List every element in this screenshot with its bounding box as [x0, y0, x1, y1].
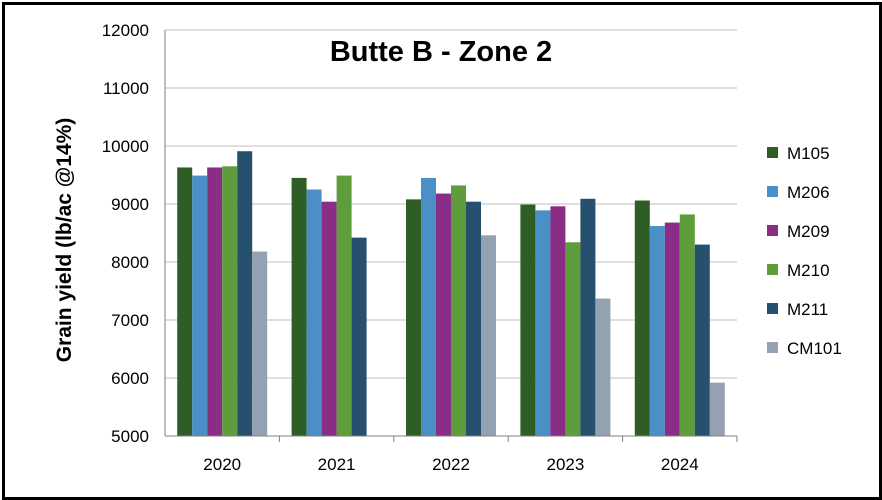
legend-swatch-m105: [767, 147, 778, 158]
y-axis-ticks: 5000 6000 7000 8000 9000 10000 11000 12000: [102, 21, 149, 446]
y-axis-label: Grain yield (lb/ac @14%): [53, 118, 76, 363]
x-tick-label: 2021: [318, 455, 356, 474]
bar-m105-2022: [406, 199, 421, 436]
y-tick-label: 6000: [111, 369, 149, 388]
y-tick-label: 12000: [102, 21, 149, 40]
legend-swatch-m211: [767, 303, 778, 314]
y-tick-label: 7000: [111, 311, 149, 330]
bar-chart: 5000 6000 7000 8000 9000 10000 11000 12000 2020…: [53, 21, 842, 474]
y-tick-label: 5000: [111, 427, 149, 446]
bar-m105-2024: [634, 200, 650, 436]
x-tick-label: 2024: [661, 455, 699, 474]
chart-title: Butte B - Zone 2: [330, 36, 552, 68]
bar-m209-2022: [436, 193, 451, 436]
bar-m211-2024: [694, 244, 710, 436]
y-tick-label: 8000: [111, 253, 149, 272]
bar-m209-2024: [664, 222, 680, 436]
legend-swatch-cm101: [767, 342, 778, 353]
legend-label-m209: M209: [787, 222, 830, 241]
bar-m211-2020: [237, 151, 253, 436]
bar-m206-2020: [192, 175, 208, 436]
bar-m211-2021: [351, 237, 367, 436]
bar-m210-2021: [336, 175, 352, 436]
legend-swatch-m210: [767, 264, 778, 275]
bar-m206-2024: [649, 226, 665, 436]
bar-m206-2023: [535, 210, 551, 436]
bar-m105-2021: [291, 177, 307, 436]
y-tick-label: 9000: [111, 195, 149, 214]
x-axis-ticks: 2020 2021 2022 2023 2024: [203, 455, 698, 474]
bar-cm101-2024: [709, 382, 725, 436]
axes: [164, 30, 738, 442]
bar-m206-2022: [421, 177, 436, 436]
bar-m210-2020: [222, 166, 238, 437]
bar-cm101-2020: [252, 251, 268, 436]
bar-m210-2023: [565, 242, 581, 436]
legend-swatch-m209: [767, 225, 778, 236]
bars: [177, 151, 725, 437]
bar-m105-2020: [177, 167, 193, 436]
bar-cm101-2023: [595, 298, 611, 436]
legend: M105 M206 M209 M210 M211 CM101: [767, 144, 842, 358]
bar-m209-2021: [321, 201, 337, 436]
bar-m211-2023: [580, 198, 596, 436]
x-tick-label: 2023: [546, 455, 584, 474]
legend-label-cm101: CM101: [787, 339, 842, 358]
legend-label-m210: M210: [787, 261, 830, 280]
legend-swatch-m206: [767, 186, 778, 197]
x-tick-label: 2022: [432, 455, 470, 474]
bar-m209-2020: [207, 167, 223, 436]
bar-m209-2023: [550, 206, 566, 436]
bar-m210-2022: [451, 185, 466, 436]
bar-m105-2023: [520, 204, 536, 436]
legend-label-m105: M105: [787, 144, 830, 163]
bar-m210-2024: [679, 214, 695, 436]
x-tick-label: 2020: [203, 455, 241, 474]
bar-cm101-2022: [481, 235, 496, 436]
bar-m211-2022: [466, 201, 481, 436]
legend-label-m206: M206: [787, 183, 830, 202]
legend-label-m211: M211: [787, 300, 828, 319]
bar-m206-2021: [306, 189, 322, 436]
y-tick-label: 11000: [103, 79, 149, 98]
y-tick-label: 10000: [102, 137, 149, 156]
